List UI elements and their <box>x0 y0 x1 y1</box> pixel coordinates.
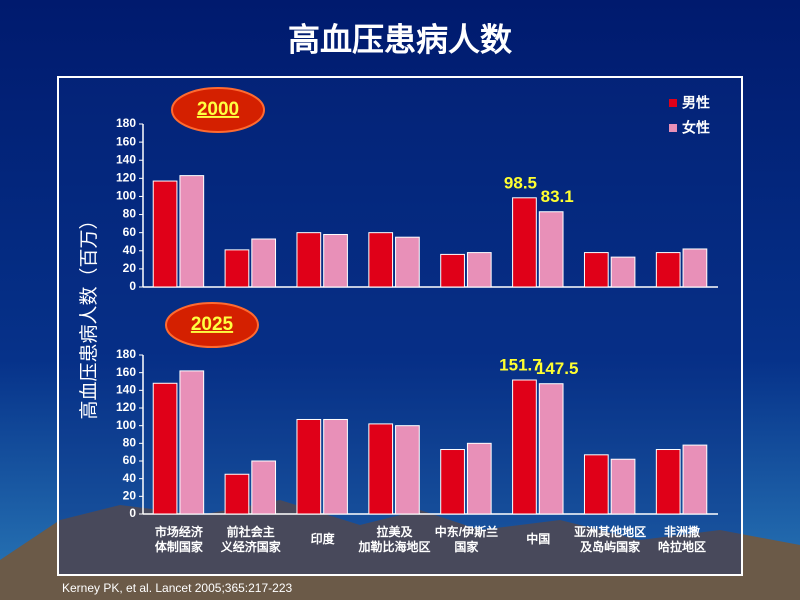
y-tick-label: 60 <box>123 453 137 467</box>
bar <box>466 252 492 288</box>
y-tick-label: 20 <box>123 489 137 503</box>
legend-label: 男性 <box>682 95 710 111</box>
year-badge <box>171 87 265 133</box>
bar <box>368 232 394 288</box>
bar <box>179 370 205 515</box>
bar <box>655 252 681 288</box>
x-tick-label: 拉美及加勒比海地区 <box>358 524 431 554</box>
y-tick-label: 100 <box>116 189 136 203</box>
x-tick-label: 前社会主义经济国家 <box>220 524 282 554</box>
bar <box>251 460 277 515</box>
bar <box>395 425 420 515</box>
x-tick-label: 亚洲其他地区及岛屿国家 <box>574 524 646 554</box>
year-badge-label: 2000 <box>197 99 239 120</box>
bar <box>296 232 322 288</box>
bar <box>440 253 465 288</box>
y-tick-label: 0 <box>129 279 136 293</box>
bar <box>583 454 609 515</box>
bar <box>682 248 708 288</box>
bar <box>538 211 564 288</box>
y-tick-label: 80 <box>123 436 137 450</box>
y-tick-label: 160 <box>116 134 136 148</box>
bar <box>224 249 250 288</box>
year-badge-label: 2025 <box>191 314 234 335</box>
legend-label: 女性 <box>682 120 710 136</box>
y-tick-label: 40 <box>123 243 137 257</box>
y-tick-label: 60 <box>123 225 137 239</box>
y-tick-label: 0 <box>129 506 136 520</box>
data-label: 147.5 <box>536 359 579 378</box>
data-label: 83.1 <box>541 187 574 206</box>
bar <box>224 473 250 515</box>
bar <box>251 238 277 288</box>
bar <box>296 418 322 515</box>
bar <box>323 233 348 288</box>
year-badge <box>165 302 259 348</box>
bar <box>152 180 178 288</box>
y-tick-label: 100 <box>116 418 136 432</box>
bar <box>440 449 465 515</box>
y-tick-label: 160 <box>116 365 136 379</box>
bar <box>682 444 708 515</box>
bar <box>395 236 420 288</box>
source: Kerney PK, et al. Lancet 2005;365:217-22… <box>62 581 292 595</box>
data-label: 98.5 <box>504 173 537 192</box>
bar <box>512 379 537 515</box>
y-tick-label: 120 <box>116 171 136 185</box>
y-tick-label: 180 <box>116 116 136 130</box>
bar <box>655 449 681 515</box>
legend-swatch <box>669 99 677 107</box>
y-tick-label: 180 <box>116 347 136 361</box>
y-tick-label: 80 <box>123 207 137 221</box>
y-tick-label: 40 <box>123 471 137 485</box>
bar <box>512 197 537 288</box>
bar <box>538 383 564 515</box>
y-tick-label: 20 <box>123 261 137 275</box>
bar <box>179 175 205 288</box>
x-tick-label: 市场经济体制国家 <box>155 524 204 554</box>
bar <box>583 252 609 288</box>
x-tick-label: 中国 <box>526 531 550 546</box>
y-tick-label: 140 <box>116 383 136 397</box>
bar <box>323 418 348 515</box>
x-tick-label: 中东/伊斯兰国家 <box>435 524 498 554</box>
y-tick-label: 120 <box>116 400 136 414</box>
x-tick-label: 印度 <box>311 531 336 546</box>
data-label: 151.7 <box>499 355 542 374</box>
bar <box>152 382 178 515</box>
y-tick-label: 140 <box>116 152 136 166</box>
bar <box>368 423 394 515</box>
x-tick-label: 非洲撒哈拉地区 <box>658 524 706 554</box>
bar <box>610 256 636 288</box>
bar <box>466 442 492 515</box>
y-axis-label: 高血压患病人数（百万） <box>78 210 100 419</box>
legend-swatch <box>669 124 677 132</box>
bar <box>610 458 636 515</box>
slide-title: 高血压患病人数 <box>288 21 513 57</box>
